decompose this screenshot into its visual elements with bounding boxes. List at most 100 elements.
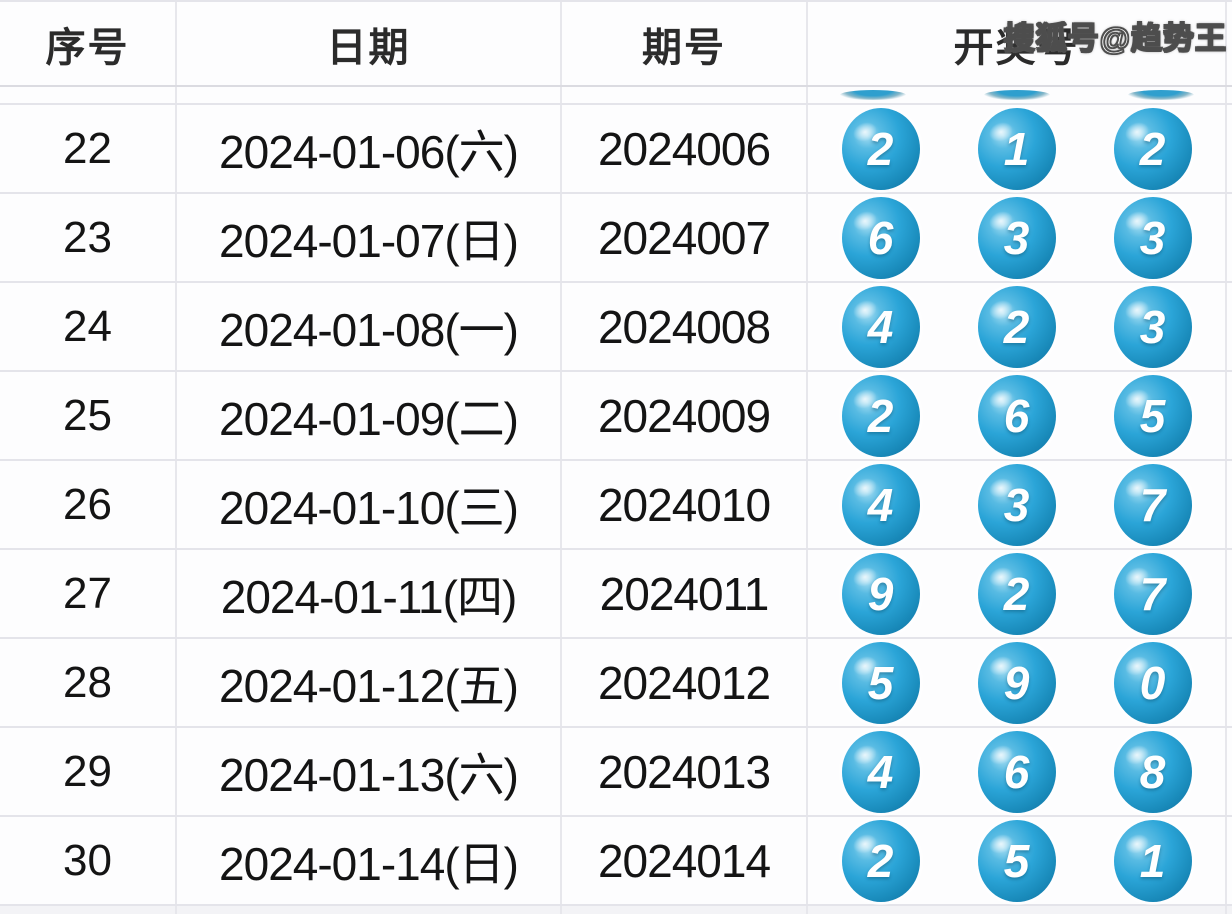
ball-number: 4 xyxy=(867,300,894,353)
ball-number: 2 xyxy=(867,122,894,175)
ball-number: 5 xyxy=(867,656,894,709)
lottery-ball-icon: 5 xyxy=(977,819,1056,902)
seq-cell: 25 xyxy=(0,372,177,459)
row-edge-cell xyxy=(1227,283,1232,370)
period-cell: 2024011 xyxy=(562,550,808,637)
ball-number: 3 xyxy=(1139,211,1166,264)
table-row: 22 2024-01-06(六) 2024006 2 1 2 xyxy=(0,105,1232,194)
lottery-ball-icon: 2 xyxy=(977,552,1056,635)
header-edge-cell xyxy=(1227,2,1232,85)
row-edge-cell xyxy=(1227,194,1232,281)
date-cell: 2024-01-08(一) xyxy=(177,283,562,370)
draw-balls-cell: 2 5 1 xyxy=(808,817,1227,904)
seq-cell: 22 xyxy=(0,105,177,192)
period-value: 2024012 xyxy=(597,656,771,709)
lottery-ball-icon: 8 xyxy=(1113,730,1192,813)
date-cell: 2024-01-06(六) xyxy=(177,105,562,192)
row-edge-cell xyxy=(1227,461,1232,548)
ball-number: 5 xyxy=(1003,834,1030,887)
seq-value: 30 xyxy=(63,835,112,885)
seq-cell: 23 xyxy=(0,194,177,281)
period-value: 2024011 xyxy=(599,567,770,620)
period-value: 2024007 xyxy=(597,211,771,264)
lottery-ball-icon: 2 xyxy=(841,107,920,190)
seq-value: 23 xyxy=(63,212,112,262)
lottery-ball-icon: 4 xyxy=(841,730,920,813)
row-edge-cell xyxy=(1227,105,1232,192)
header-draw: 开奖号 xyxy=(808,2,1227,85)
partial-cell xyxy=(562,87,808,103)
lottery-ball-icon: 3 xyxy=(1113,285,1192,368)
row-edge-cell xyxy=(1227,639,1232,726)
row-edge-cell xyxy=(1227,728,1232,815)
seq-value: 26 xyxy=(63,479,112,529)
draw-balls-cell: 4 3 7 xyxy=(808,461,1227,548)
table-header-row: 序号 日期 期号 开奖号 xyxy=(0,2,1232,87)
ball-number: 7 xyxy=(1139,478,1166,531)
lottery-ball-icon: 2 xyxy=(841,819,920,902)
ball-number: 9 xyxy=(867,567,894,620)
ball-number: 2 xyxy=(1003,567,1030,620)
lottery-ball-icon: 6 xyxy=(841,196,920,279)
partial-cell xyxy=(562,906,808,914)
table-row: 26 2024-01-10(三) 2024010 4 3 7 xyxy=(0,461,1232,550)
partial-cell xyxy=(0,906,177,914)
seq-cell: 30 xyxy=(0,817,177,904)
period-value: 2024008 xyxy=(597,300,771,353)
date-value: 2024-01-06(六) xyxy=(219,125,519,178)
period-value: 2024009 xyxy=(597,389,771,442)
period-value: 2024010 xyxy=(597,478,771,531)
ball-number: 9 xyxy=(1003,656,1030,709)
draw-balls-cell: 2 6 5 xyxy=(808,372,1227,459)
draw-balls-cell: 9 2 7 xyxy=(808,550,1227,637)
seq-cell: 26 xyxy=(0,461,177,548)
date-value: 2024-01-13(六) xyxy=(219,748,519,801)
date-cell: 2024-01-14(日) xyxy=(177,817,562,904)
period-cell: 2024013 xyxy=(562,728,808,815)
lottery-ball-icon: 1 xyxy=(1113,819,1192,902)
table-row: 30 2024-01-14(日) 2024014 2 5 1 xyxy=(0,817,1232,906)
lottery-ball-icon: 9 xyxy=(977,641,1056,724)
ball-number: 8 xyxy=(1139,745,1166,798)
date-cell: 2024-01-10(三) xyxy=(177,461,562,548)
ball-number: 3 xyxy=(1003,478,1030,531)
ball-number: 6 xyxy=(867,211,894,264)
lottery-ball-icon: 9 xyxy=(841,552,920,635)
table-body: 22 2024-01-06(六) 2024006 2 1 2 23 2024-0… xyxy=(0,105,1232,906)
date-cell: 2024-01-12(五) xyxy=(177,639,562,726)
lottery-ball-icon: 4 xyxy=(841,463,920,546)
partial-next-row xyxy=(0,906,1232,914)
lottery-ball-icon: 3 xyxy=(977,463,1056,546)
period-cell: 2024006 xyxy=(562,105,808,192)
ball-bottom-sliver-icon xyxy=(1127,90,1194,100)
table-row: 23 2024-01-07(日) 2024007 6 3 3 xyxy=(0,194,1232,283)
seq-value: 28 xyxy=(63,657,112,707)
table-row: 24 2024-01-08(一) 2024008 4 2 3 xyxy=(0,283,1232,372)
ball-number: 3 xyxy=(1139,300,1166,353)
watermark: 搜狐号@趋势王 xyxy=(1003,20,1227,57)
date-value: 2024-01-09(二) xyxy=(219,392,519,445)
seq-cell: 24 xyxy=(0,283,177,370)
row-edge-cell xyxy=(1227,817,1232,904)
date-cell: 2024-01-09(二) xyxy=(177,372,562,459)
seq-cell: 29 xyxy=(0,728,177,815)
table-row: 25 2024-01-09(二) 2024009 2 6 5 xyxy=(0,372,1232,461)
header-seq: 序号 xyxy=(0,2,177,85)
partial-balls-cell xyxy=(808,87,1227,103)
lottery-ball-icon: 2 xyxy=(977,285,1056,368)
ball-number: 4 xyxy=(867,745,894,798)
partial-cell xyxy=(0,87,177,103)
lottery-ball-icon: 6 xyxy=(977,374,1056,457)
date-cell: 2024-01-07(日) xyxy=(177,194,562,281)
seq-value: 27 xyxy=(63,568,112,618)
date-value: 2024-01-12(五) xyxy=(219,659,519,712)
ball-number: 1 xyxy=(1003,122,1030,175)
ball-number: 3 xyxy=(1003,211,1030,264)
table-row: 29 2024-01-13(六) 2024013 4 6 8 xyxy=(0,728,1232,817)
seq-cell: 28 xyxy=(0,639,177,726)
lottery-ball-icon: 2 xyxy=(1113,107,1192,190)
ball-number: 6 xyxy=(1003,745,1030,798)
draw-balls-cell: 6 3 3 xyxy=(808,194,1227,281)
ball-number: 2 xyxy=(1139,122,1166,175)
